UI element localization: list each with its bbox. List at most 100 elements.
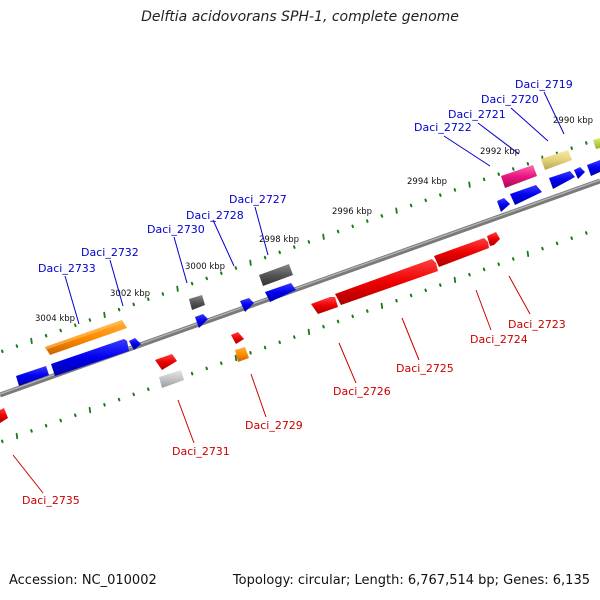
minor-tick: [190, 371, 194, 376]
minor-tick: [380, 214, 384, 218]
minor-tick: [439, 193, 442, 197]
kbp-label-2996: 2996 kbp: [332, 207, 372, 217]
label-daci-2730[interactable]: Daci_2730: [147, 223, 205, 236]
minor-tick: [351, 224, 354, 229]
kbp-label-2992: 2992 kbp: [480, 147, 520, 157]
minor-tick: [395, 298, 398, 303]
minor-tick: [366, 219, 369, 223]
minor-tick: [132, 302, 135, 307]
label-daci-2725[interactable]: Daci_2725: [396, 362, 454, 375]
lower-scale-ticks: [1, 231, 588, 444]
gene-daci-2732-arrow[interactable]: [51, 339, 129, 376]
gene-daci-2733-block[interactable]: [45, 320, 127, 355]
minor-tick: [263, 345, 267, 350]
upper-scale-ticks: [1, 141, 588, 354]
label-daci-2726[interactable]: Daci_2726: [333, 385, 391, 398]
minor-tick: [220, 361, 223, 365]
minor-tick: [409, 203, 413, 208]
minor-tick: [585, 231, 588, 235]
major-tick: [468, 181, 471, 188]
minor-tick: [1, 439, 4, 444]
kbp-label-2994: 2994 kbp: [407, 177, 447, 187]
label-daci-2722[interactable]: Daci_2722: [414, 121, 472, 134]
minor-tick: [555, 241, 559, 246]
major-tick: [103, 311, 106, 319]
label-daci-2732[interactable]: Daci_2732: [81, 246, 139, 259]
minor-tick: [293, 245, 296, 249]
label-daci-2729[interactable]: Daci_2729: [245, 419, 303, 432]
gene-daci-2728-arrow[interactable]: [240, 298, 254, 312]
gene-daci-2729-block[interactable]: [235, 347, 249, 362]
kbp-label-3000: 3000 kbp: [185, 262, 225, 272]
label-daci-2724[interactable]: Daci_2724: [470, 333, 528, 346]
gene-daci-2722-arrow[interactable]: [497, 198, 510, 212]
minor-tick: [117, 307, 121, 312]
minor-tick: [234, 266, 238, 270]
gene-daci-2731-arrow[interactable]: [155, 354, 177, 370]
label-daci-2719[interactable]: Daci_2719: [515, 78, 573, 91]
gene-daci-2731-block[interactable]: [159, 370, 184, 388]
minor-tick: [263, 255, 267, 260]
label-daci-2735[interactable]: Daci_2735: [22, 494, 80, 507]
gene-daci-2726-arrow[interactable]: [311, 297, 338, 314]
minor-tick: [15, 344, 19, 348]
gene-daci-2719-arrow[interactable]: [574, 167, 585, 179]
gene-daci-2727-block[interactable]: [259, 264, 293, 286]
minor-tick: [59, 328, 62, 333]
minor-tick: [482, 267, 486, 272]
minor-tick: [74, 323, 77, 328]
minor-tick: [59, 418, 62, 423]
kbp-label-2990: 2990 kbp: [553, 116, 593, 126]
gene-small-blue-1[interactable]: [129, 338, 141, 350]
label-daci-2727[interactable]: Daci_2727: [229, 193, 287, 206]
minor-tick: [541, 246, 544, 251]
minor-tick: [351, 314, 354, 319]
gene-daci-2733-arrow[interactable]: [16, 366, 49, 386]
gene-daci-2729-arrow[interactable]: [231, 332, 244, 344]
minor-tick: [424, 288, 427, 293]
gene-daci-2720-block[interactable]: [541, 150, 572, 170]
minor-tick: [366, 309, 369, 313]
minor-tick: [30, 429, 33, 433]
minor-tick: [497, 262, 500, 266]
minor-tick: [482, 177, 486, 182]
minor-tick: [132, 392, 135, 397]
gene-daci-2727-arrow[interactable]: [265, 283, 296, 302]
label-daci-2733[interactable]: Daci_2733: [38, 262, 96, 275]
minor-tick: [570, 146, 573, 150]
minor-tick: [512, 257, 515, 261]
gene-daci-2720-arrow[interactable]: [549, 171, 575, 189]
gene-daci-2722-block[interactable]: [501, 165, 537, 188]
major-tick: [30, 337, 33, 345]
minor-tick: [117, 397, 121, 402]
gene-daci-2723-arrow[interactable]: [487, 232, 500, 246]
minor-tick: [336, 319, 340, 324]
gene-red-edge-arrow[interactable]: [0, 408, 8, 423]
minor-tick: [293, 335, 296, 339]
accession-text: Accession: NC_010002: [9, 573, 157, 588]
gene-daci-2730-arrow[interactable]: [195, 314, 208, 328]
minor-tick: [497, 172, 500, 176]
label-daci-2721[interactable]: Daci_2721: [448, 108, 506, 121]
gene-olive-edge-block[interactable]: [593, 138, 600, 149]
gene-blue-edge-arrow[interactable]: [587, 160, 600, 176]
gene-daci-2724-arrow[interactable]: [434, 238, 489, 267]
gene-daci-2730-block[interactable]: [189, 295, 205, 310]
gene-daci-2721-arrow[interactable]: [510, 185, 542, 205]
genome-summary-text: Topology: circular; Length: 6,767,514 bp…: [232, 573, 590, 588]
label-daci-2723[interactable]: Daci_2723: [508, 318, 566, 331]
gene-daci-2725-arrow[interactable]: [335, 259, 438, 305]
minor-tick: [585, 141, 588, 145]
label-daci-2728[interactable]: Daci_2728: [186, 209, 244, 222]
kbp-label-3004: 3004 kbp: [35, 314, 75, 324]
minor-tick: [44, 333, 48, 338]
minor-tick: [409, 293, 413, 298]
label-daci-2731[interactable]: Daci_2731: [172, 445, 230, 458]
minor-tick: [205, 276, 208, 281]
top-leader-lines: [64, 91, 565, 325]
minor-tick: [526, 162, 530, 166]
label-daci-2720[interactable]: Daci_2720: [481, 93, 539, 106]
minor-tick: [147, 297, 150, 301]
major-tick: [395, 207, 398, 214]
